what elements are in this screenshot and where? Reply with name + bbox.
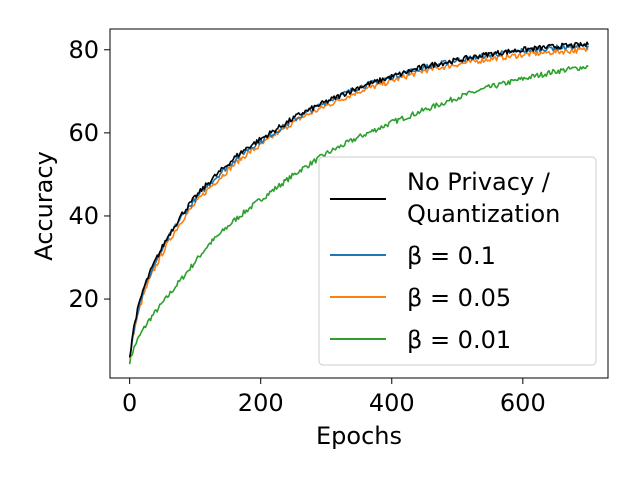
y-tick-label: 60 — [68, 119, 99, 147]
legend-label-0: Quantization — [407, 200, 560, 228]
series-line-0 — [128, 41, 590, 358]
plot-area-frame — [109, 28, 609, 379]
y-tick-label: 20 — [68, 285, 99, 313]
y-tick-label: 80 — [68, 36, 99, 64]
legend-label-3: β = 0.01 — [407, 326, 511, 354]
x-tick-label: 600 — [500, 389, 546, 417]
y-tick-label: 40 — [68, 202, 99, 230]
y-axis-label: Accuracy — [30, 151, 58, 261]
x-axis-ticks: 0 200 400 600 — [122, 378, 546, 417]
x-tick-label: 400 — [369, 389, 415, 417]
x-tick-label: 0 — [122, 389, 137, 417]
series-line-2 — [128, 47, 589, 359]
series-lines — [128, 41, 590, 365]
legend-label-0: No Privacy / — [407, 168, 551, 196]
legend-label-1: β = 0.1 — [407, 242, 496, 270]
x-tick-label: 200 — [238, 389, 284, 417]
legend-box — [318, 156, 597, 366]
series-line-3 — [128, 65, 589, 365]
legend-label-2: β = 0.05 — [407, 284, 511, 312]
legend-items: No Privacy / Quantization β = 0.1 β = 0.05 β… — [330, 168, 560, 354]
legend: No Privacy / Quantization β = 0.1 β = 0.05 β… — [318, 156, 597, 366]
y-axis-ticks: 20 40 60 80 — [68, 36, 110, 313]
x-axis-label: Epochs — [316, 422, 402, 450]
